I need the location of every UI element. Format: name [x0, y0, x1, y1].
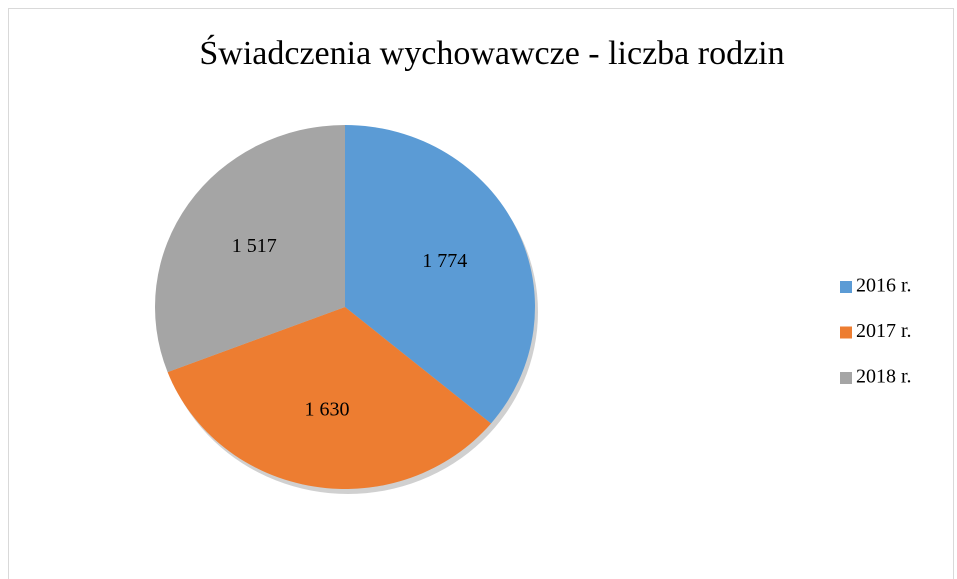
legend-label: 2016 r.	[856, 275, 912, 297]
chart-title: Świadczenia wychowawcze - liczba rodzin	[199, 34, 784, 72]
pie-slice	[167, 307, 492, 489]
legend-swatch	[840, 281, 852, 293]
data-label: 1 774	[422, 250, 467, 272]
pie-slice	[345, 125, 535, 424]
data-label: 1 630	[305, 399, 350, 421]
legend-swatch	[840, 372, 852, 384]
pie-slice	[154, 125, 345, 373]
legend-swatch	[840, 326, 852, 339]
legend-label: 2017 r.	[856, 320, 912, 342]
data-label: 1 517	[232, 235, 277, 257]
legend-label: 2018 r.	[856, 366, 912, 388]
